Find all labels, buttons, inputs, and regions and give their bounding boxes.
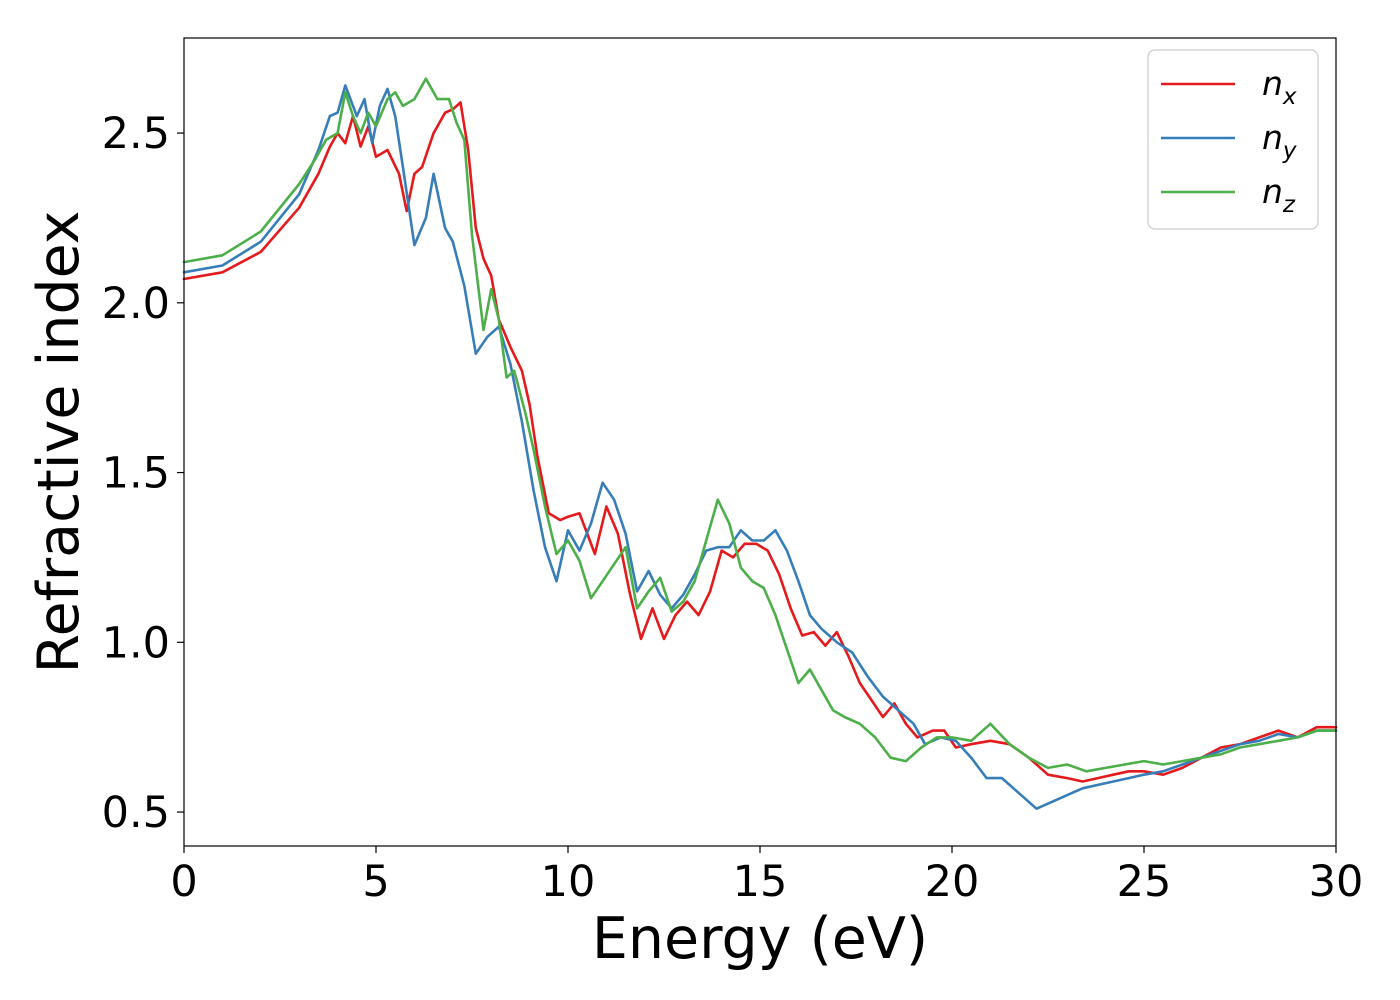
- legend-frame: [1147, 49, 1319, 230]
- x-tick-label: 10: [541, 857, 596, 907]
- y-axis-title: Refractive index: [26, 211, 92, 674]
- series-line-y: [182, 84, 1338, 810]
- x-tick-label: 20: [925, 857, 980, 907]
- x-axis-title: Energy (eV): [592, 906, 928, 972]
- legend: nx ny nz: [1147, 49, 1319, 230]
- x-axis: 0 5 10 15 20 25 30: [170, 846, 1363, 907]
- series-line-x: [182, 101, 1338, 783]
- x-tick-label: 0: [170, 857, 197, 907]
- y-tick-label: 2.5: [102, 109, 170, 159]
- y-tick-label: 1.5: [102, 449, 170, 499]
- y-tick-label: 1.0: [102, 618, 170, 668]
- y-tick-label: 2.0: [102, 279, 170, 329]
- x-tick-label: 15: [733, 857, 788, 907]
- y-axis: 0.5 1.0 1.5 2.0 2.5: [102, 109, 184, 838]
- x-tick-label: 30: [1309, 857, 1364, 907]
- legend-label-x: nx: [1262, 64, 1297, 110]
- series-line-z: [182, 77, 1338, 773]
- legend-label-z: nz: [1262, 172, 1296, 218]
- x-tick-label: 5: [362, 857, 389, 907]
- x-tick-label: 25: [1117, 857, 1172, 907]
- legend-label-y: ny: [1262, 118, 1297, 164]
- series-lines: [182, 77, 1338, 810]
- y-tick-label: 0.5: [102, 788, 170, 838]
